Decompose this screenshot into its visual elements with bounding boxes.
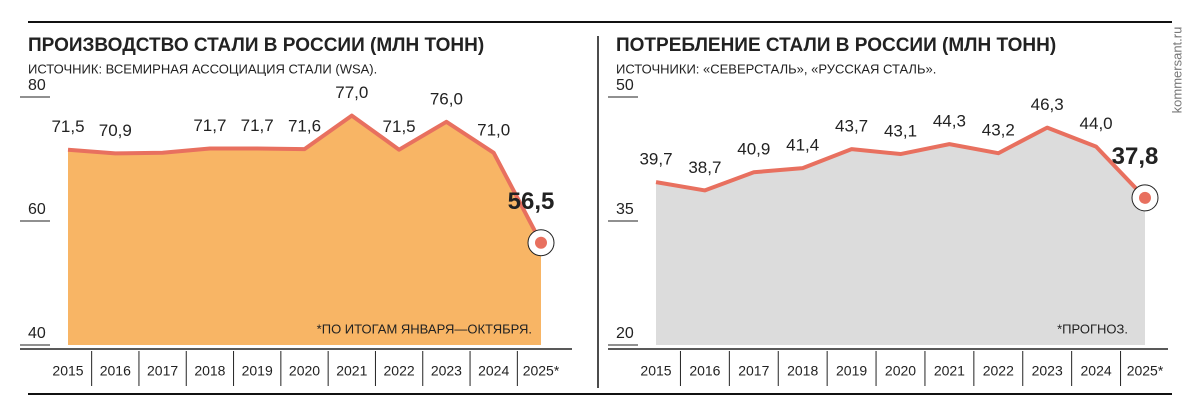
line [67, 113, 543, 244]
x-tick-label: 2018 [194, 363, 225, 379]
x-tick-label: 2025* [523, 363, 560, 379]
chart-production: ПРОИЗВОДСТВО СТАЛИ В РОССИИ (МЛН ТОНН) ИС… [20, 35, 572, 386]
y-tick-label: 60 [28, 201, 46, 218]
value-label: 76,0 [430, 89, 463, 108]
y-tick-label: 50 [616, 77, 634, 94]
x-tick-label: 2019 [836, 363, 867, 379]
y-tick-label: 35 [616, 201, 634, 218]
x-tick-label: 2023 [431, 363, 462, 379]
value-label: 39,7 [639, 150, 672, 169]
x-tick-label: 2018 [787, 363, 818, 379]
value-label: 44,3 [933, 112, 966, 131]
x-tick-label: 2024 [1081, 363, 1112, 379]
x-tick-label: 2025* [1127, 363, 1164, 379]
y-tick-label: 80 [28, 77, 46, 94]
x-tick-label: 2024 [478, 363, 509, 379]
value-label: 71,5 [383, 117, 416, 136]
x-tick-label: 2020 [289, 363, 320, 379]
value-label: 71,7 [193, 116, 226, 135]
x-tick-label: 2016 [689, 363, 720, 379]
value-label: 46,3 [1031, 95, 1064, 114]
value-label: 40,9 [737, 140, 770, 159]
y-tick-label: 20 [616, 325, 634, 342]
x-tick-label: 2017 [147, 363, 178, 379]
y-tick-label: 40 [28, 325, 46, 342]
value-label: 77,0 [335, 83, 368, 102]
last-point [1139, 191, 1151, 204]
value-label: 56,5 [508, 188, 555, 215]
value-label: 41,4 [786, 136, 819, 155]
area [68, 115, 541, 345]
chart-subtitle: ИСТОЧНИКИ: «СЕВЕРСТАЛЬ», «РУССКАЯ СТАЛЬ»… [616, 61, 936, 76]
annotation: *ПО ИТОГАМ ЯНВАРЯ—ОКТЯБРЯ. [317, 321, 532, 336]
value-label: 71,0 [477, 120, 510, 139]
x-tick-label: 2015 [52, 363, 83, 379]
x-tick-label: 2015 [640, 363, 671, 379]
value-label: 43,2 [982, 121, 1015, 140]
value-label: 43,7 [835, 117, 868, 136]
x-tick-label: 2021 [934, 363, 965, 379]
value-label: 71,5 [51, 117, 84, 136]
value-label: 37,8 [1112, 143, 1159, 170]
x-tick-label: 2016 [100, 363, 131, 379]
area [656, 127, 1145, 345]
x-tick-label: 2017 [738, 363, 769, 379]
chart-title: ПОТРЕБЛЕНИЕ СТАЛИ В РОССИИ (МЛН ТОНН) [616, 35, 1056, 56]
x-tick-label: 2020 [885, 363, 916, 379]
x-tick-label: 2019 [242, 363, 273, 379]
annotation: *ПРОГНОЗ. [1057, 321, 1128, 336]
chart-consumption: ПОТРЕБЛЕНИЕ СТАЛИ В РОССИИ (МЛН ТОНН) ИСТ… [608, 35, 1168, 386]
value-label: 38,7 [688, 158, 721, 177]
chart-subtitle: ИСТОЧНИК: ВСЕМИРНАЯ АССОЦИАЦИЯ СТАЛИ (WS… [28, 61, 377, 76]
source-mark: kommersant.ru [1169, 27, 1184, 114]
x-tick-label: 2023 [1032, 363, 1063, 379]
value-label: 44,0 [1080, 114, 1113, 133]
x-tick-label: 2022 [983, 363, 1014, 379]
last-point [535, 236, 547, 249]
x-tick-label: 2022 [384, 363, 415, 379]
chart-title: ПРОИЗВОДСТВО СТАЛИ В РОССИИ (МЛН ТОНН) [28, 35, 484, 56]
value-label: 43,1 [884, 122, 917, 141]
x-tick-label: 2021 [336, 363, 367, 379]
value-label: 71,6 [288, 117, 321, 136]
value-label: 70,9 [99, 121, 132, 140]
value-label: 71,7 [241, 116, 274, 135]
line [655, 125, 1147, 200]
